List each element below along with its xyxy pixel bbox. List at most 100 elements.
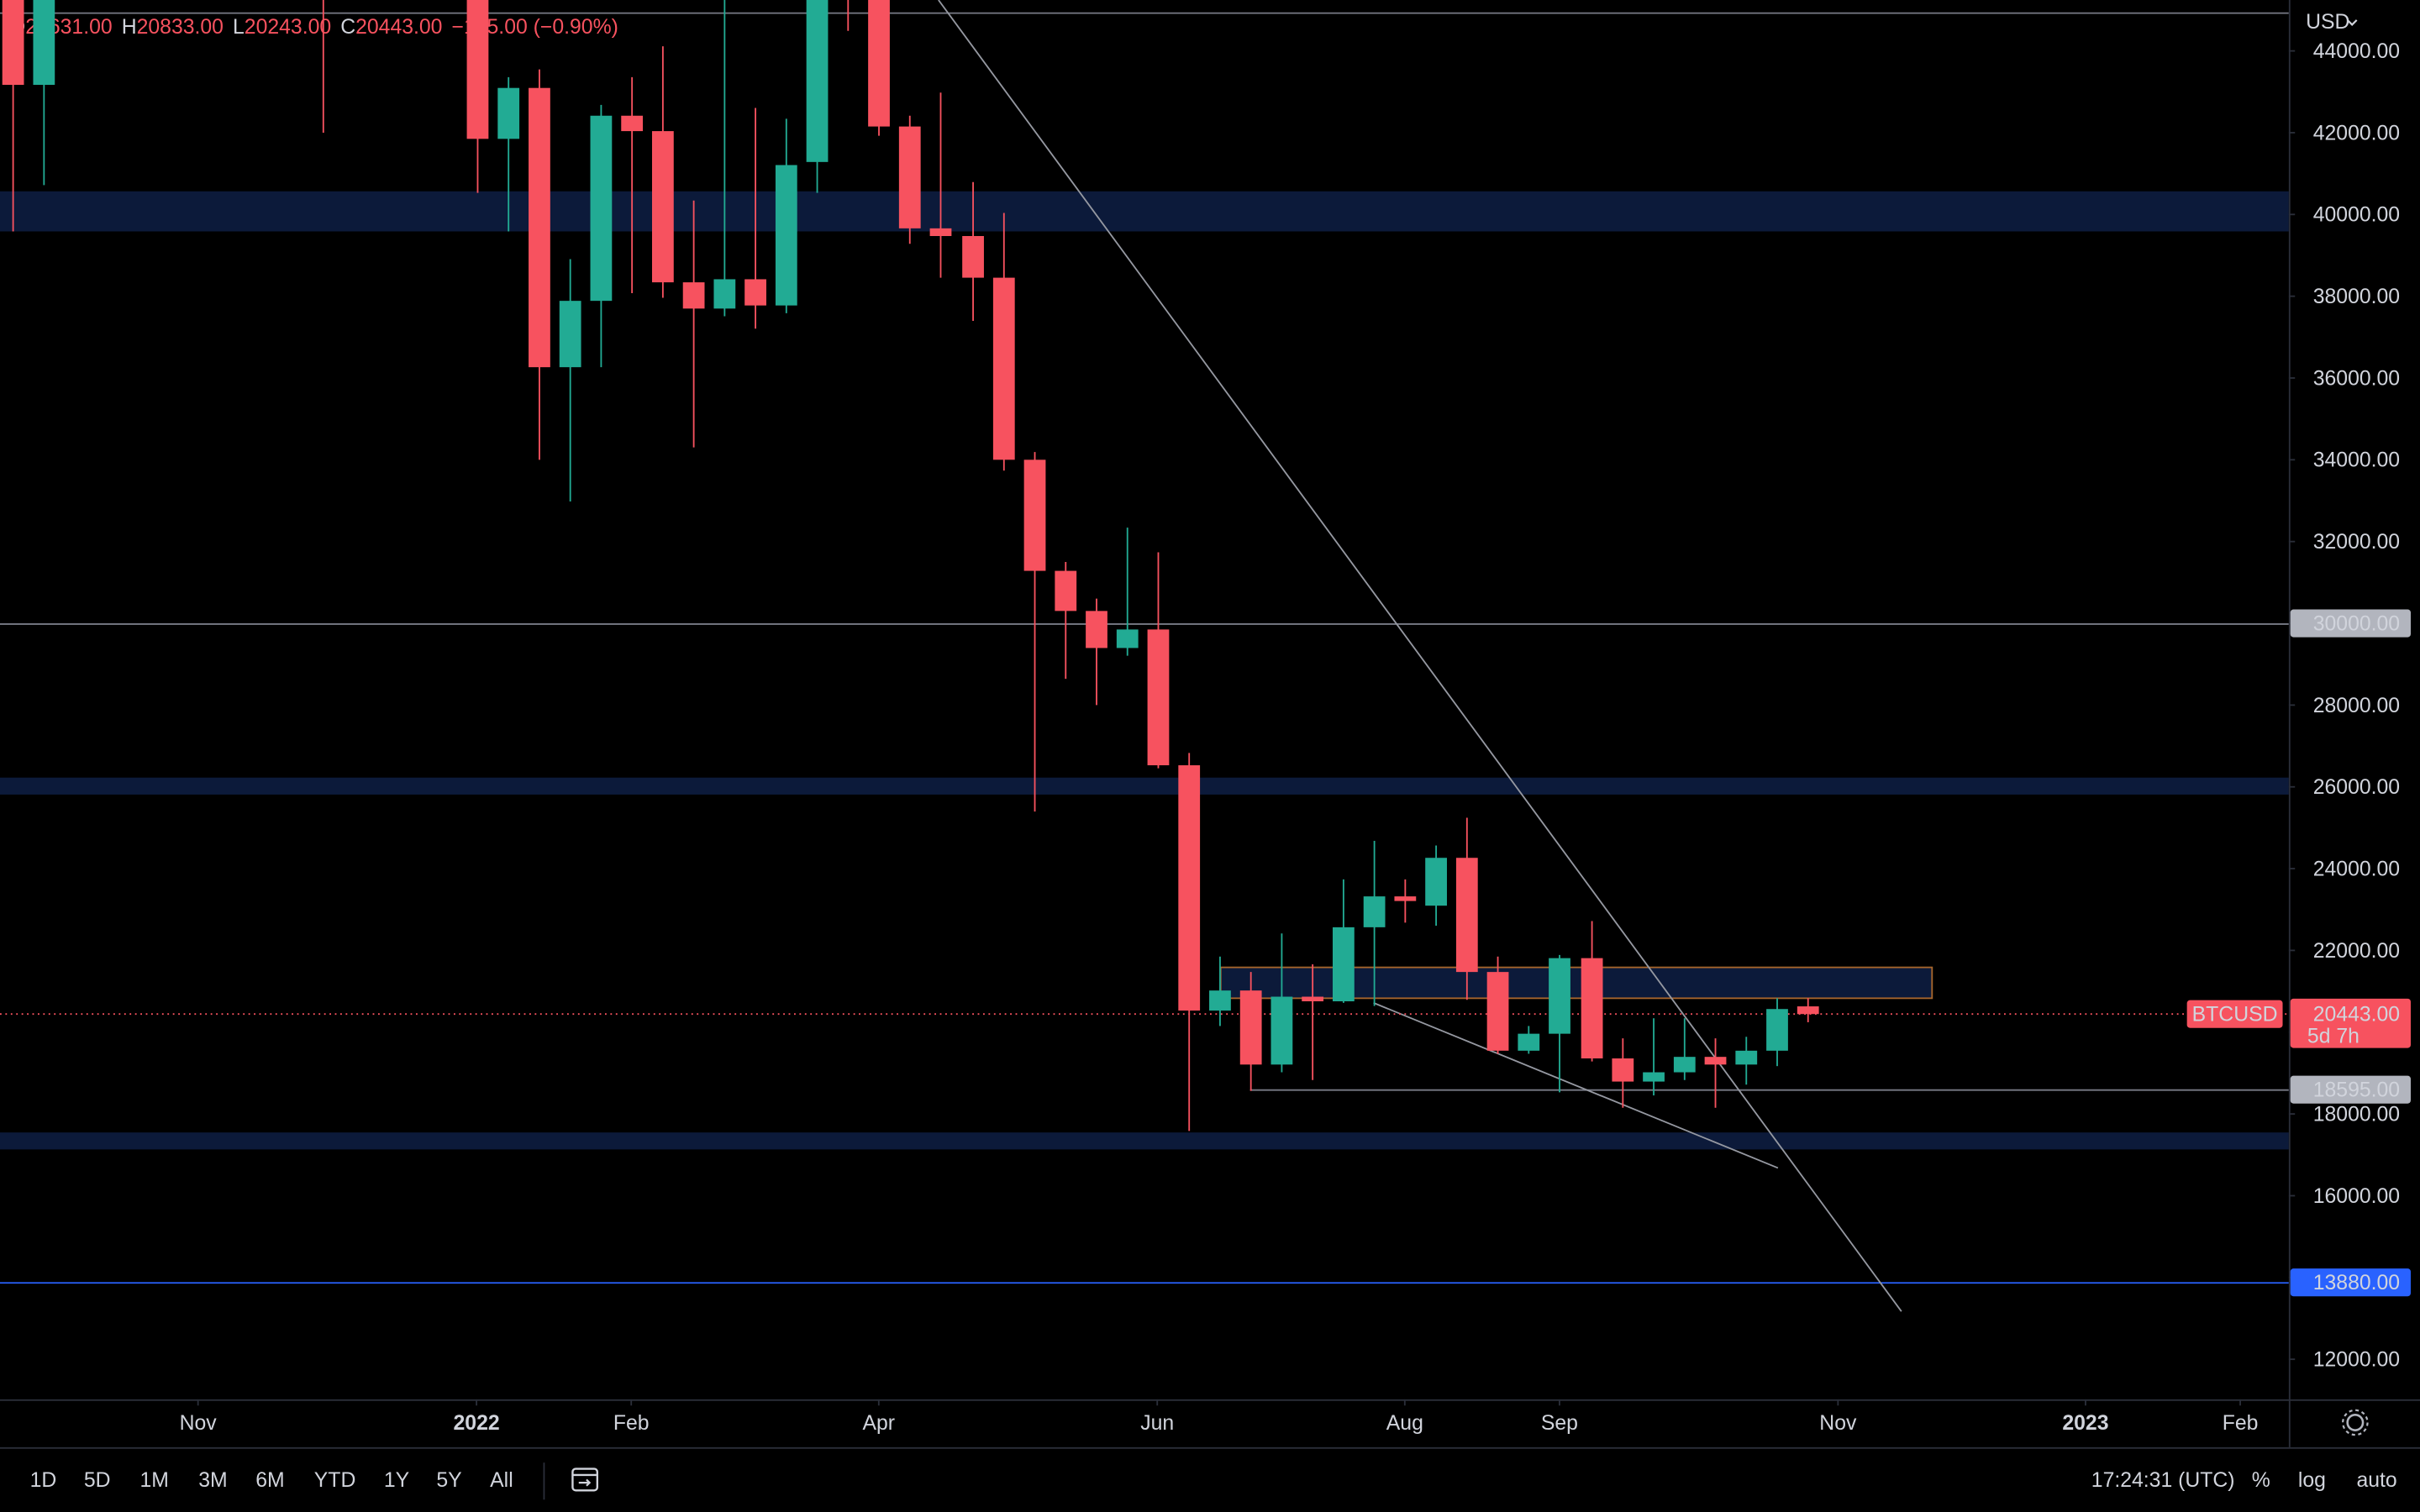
currency-label[interactable]: USD <box>2306 11 2349 34</box>
y-tick-label: 24000.00 <box>2313 858 2400 880</box>
legend-key: H <box>122 16 137 39</box>
zone <box>0 191 2289 232</box>
trendline <box>1373 1002 1779 1169</box>
zone <box>0 1132 2289 1150</box>
candle-body <box>1612 1058 1634 1082</box>
currency-caret[interactable] <box>2346 19 2358 26</box>
x-tick-label: Nov <box>180 1412 218 1435</box>
drawings <box>0 0 2289 1312</box>
x-tick-label: Jun <box>1140 1412 1174 1435</box>
candle-body <box>898 126 921 228</box>
range-button[interactable]: 3M <box>198 1469 227 1492</box>
range-button[interactable]: 5D <box>84 1469 111 1492</box>
trendline <box>938 0 1902 1312</box>
x-tick-label: Aug <box>1386 1412 1423 1435</box>
y-tick-label: 28000.00 <box>2313 695 2400 717</box>
symbol-tag <box>2186 1000 2283 1028</box>
candle-body <box>497 87 520 139</box>
candle-body <box>1643 1072 1665 1082</box>
x-tick-label: Apr <box>863 1412 896 1435</box>
legend: O20631.00H20833.00L20243.00C20443.00−185… <box>9 16 618 39</box>
candle-body <box>1332 927 1355 1002</box>
scale-option[interactable]: log <box>2298 1469 2326 1492</box>
level-tag-label: 18595.00 <box>2313 1079 2400 1102</box>
level-tag <box>2290 1075 2411 1104</box>
last-price-label: 20443.00 <box>2313 1004 2400 1026</box>
zone <box>0 777 2289 795</box>
scale-option[interactable]: % <box>2252 1469 2270 1492</box>
candle-body <box>1455 858 1478 973</box>
candle-body <box>590 115 613 302</box>
y-tick-label: 26000.00 <box>2313 776 2400 799</box>
candle-body <box>466 0 489 139</box>
level-tag-label: 30000.00 <box>2313 612 2400 635</box>
candle-body <box>992 277 1015 460</box>
candle-body <box>806 0 829 162</box>
candle-body <box>929 228 952 236</box>
candle-body <box>1735 1050 1758 1065</box>
gear-ring[interactable] <box>2346 1414 2365 1431</box>
candle-body <box>621 115 644 132</box>
settings-icon[interactable] <box>2342 1409 2369 1436</box>
candle-body <box>1673 1057 1696 1073</box>
range-button[interactable]: 5Y <box>436 1469 461 1492</box>
candle-body <box>1302 996 1324 1002</box>
gear-teeth[interactable] <box>2342 1409 2369 1436</box>
x-tick-label: Nov <box>1819 1412 1857 1435</box>
range-button[interactable]: 6M <box>255 1469 284 1492</box>
legend-key: C <box>340 16 355 39</box>
y-tick-label: 32000.00 <box>2313 531 2400 554</box>
candle-body <box>1425 858 1447 906</box>
candle-body <box>1086 611 1107 648</box>
countdown-label: 5d 7h <box>2307 1025 2360 1047</box>
date-range-icon[interactable] <box>571 1467 599 1492</box>
candles <box>2 0 1819 1131</box>
y-tick-label: 34000.00 <box>2313 449 2400 472</box>
calendar-arrow[interactable] <box>578 1478 592 1487</box>
candle-body <box>1055 570 1077 612</box>
candle-body <box>744 279 766 306</box>
candle-body <box>1270 996 1293 1065</box>
y-tick-label: 40000.00 <box>2313 204 2400 227</box>
level-tag <box>2290 609 2411 638</box>
candle-body <box>1023 459 1046 571</box>
symbol-label: BTCUSD <box>2192 1004 2278 1026</box>
scale-option[interactable]: auto <box>2356 1469 2396 1492</box>
candle-body <box>775 165 797 306</box>
candle-body <box>2 0 24 85</box>
candle-body <box>1178 765 1201 1011</box>
candle-body <box>1704 1057 1727 1065</box>
axes: USD 12000.0014000.0016000.0018000.002000… <box>0 0 2420 1447</box>
candle-body <box>1486 972 1509 1051</box>
range-button[interactable]: 1Y <box>384 1469 409 1492</box>
candle-body <box>1549 958 1570 1034</box>
candle-body <box>1394 896 1417 901</box>
range-button[interactable]: 1D <box>30 1469 57 1492</box>
clock[interactable]: 17:24:31 (UTC) <box>2091 1469 2235 1492</box>
calendar-frame[interactable] <box>571 1467 599 1492</box>
range-button[interactable]: 1M <box>139 1469 168 1492</box>
y-tick-label: 18000.00 <box>2313 1104 2400 1126</box>
toolbar: 1D 5D 1M 3M 6M YTD 1Y 5Y All 17:24:31 (UTC)% log au… <box>0 1446 2420 1500</box>
ohlc-legend: O20631.00H20833.00L20243.00C20443.00−185… <box>9 16 618 39</box>
range-button[interactable]: YTD <box>314 1469 356 1492</box>
legend-value: 20833.00 <box>137 16 224 39</box>
candle-body <box>1116 629 1139 648</box>
candle-body <box>713 279 736 309</box>
y-tick-label: 44000.00 <box>2313 40 2400 63</box>
candle-body <box>559 301 581 368</box>
candle-body <box>868 0 890 127</box>
candle-body <box>1581 958 1603 1059</box>
candle-body <box>1797 1006 1819 1015</box>
x-tick-label: 2023 <box>2062 1412 2108 1435</box>
y-tick-label: 36000.00 <box>2313 367 2400 390</box>
range-button[interactable]: All <box>490 1469 513 1492</box>
candle-body <box>651 131 674 283</box>
last-price-tag <box>2290 998 2411 1048</box>
candle-body <box>1239 990 1262 1065</box>
candle-body <box>1147 629 1170 766</box>
legend-value: 20443.00 <box>355 16 442 39</box>
